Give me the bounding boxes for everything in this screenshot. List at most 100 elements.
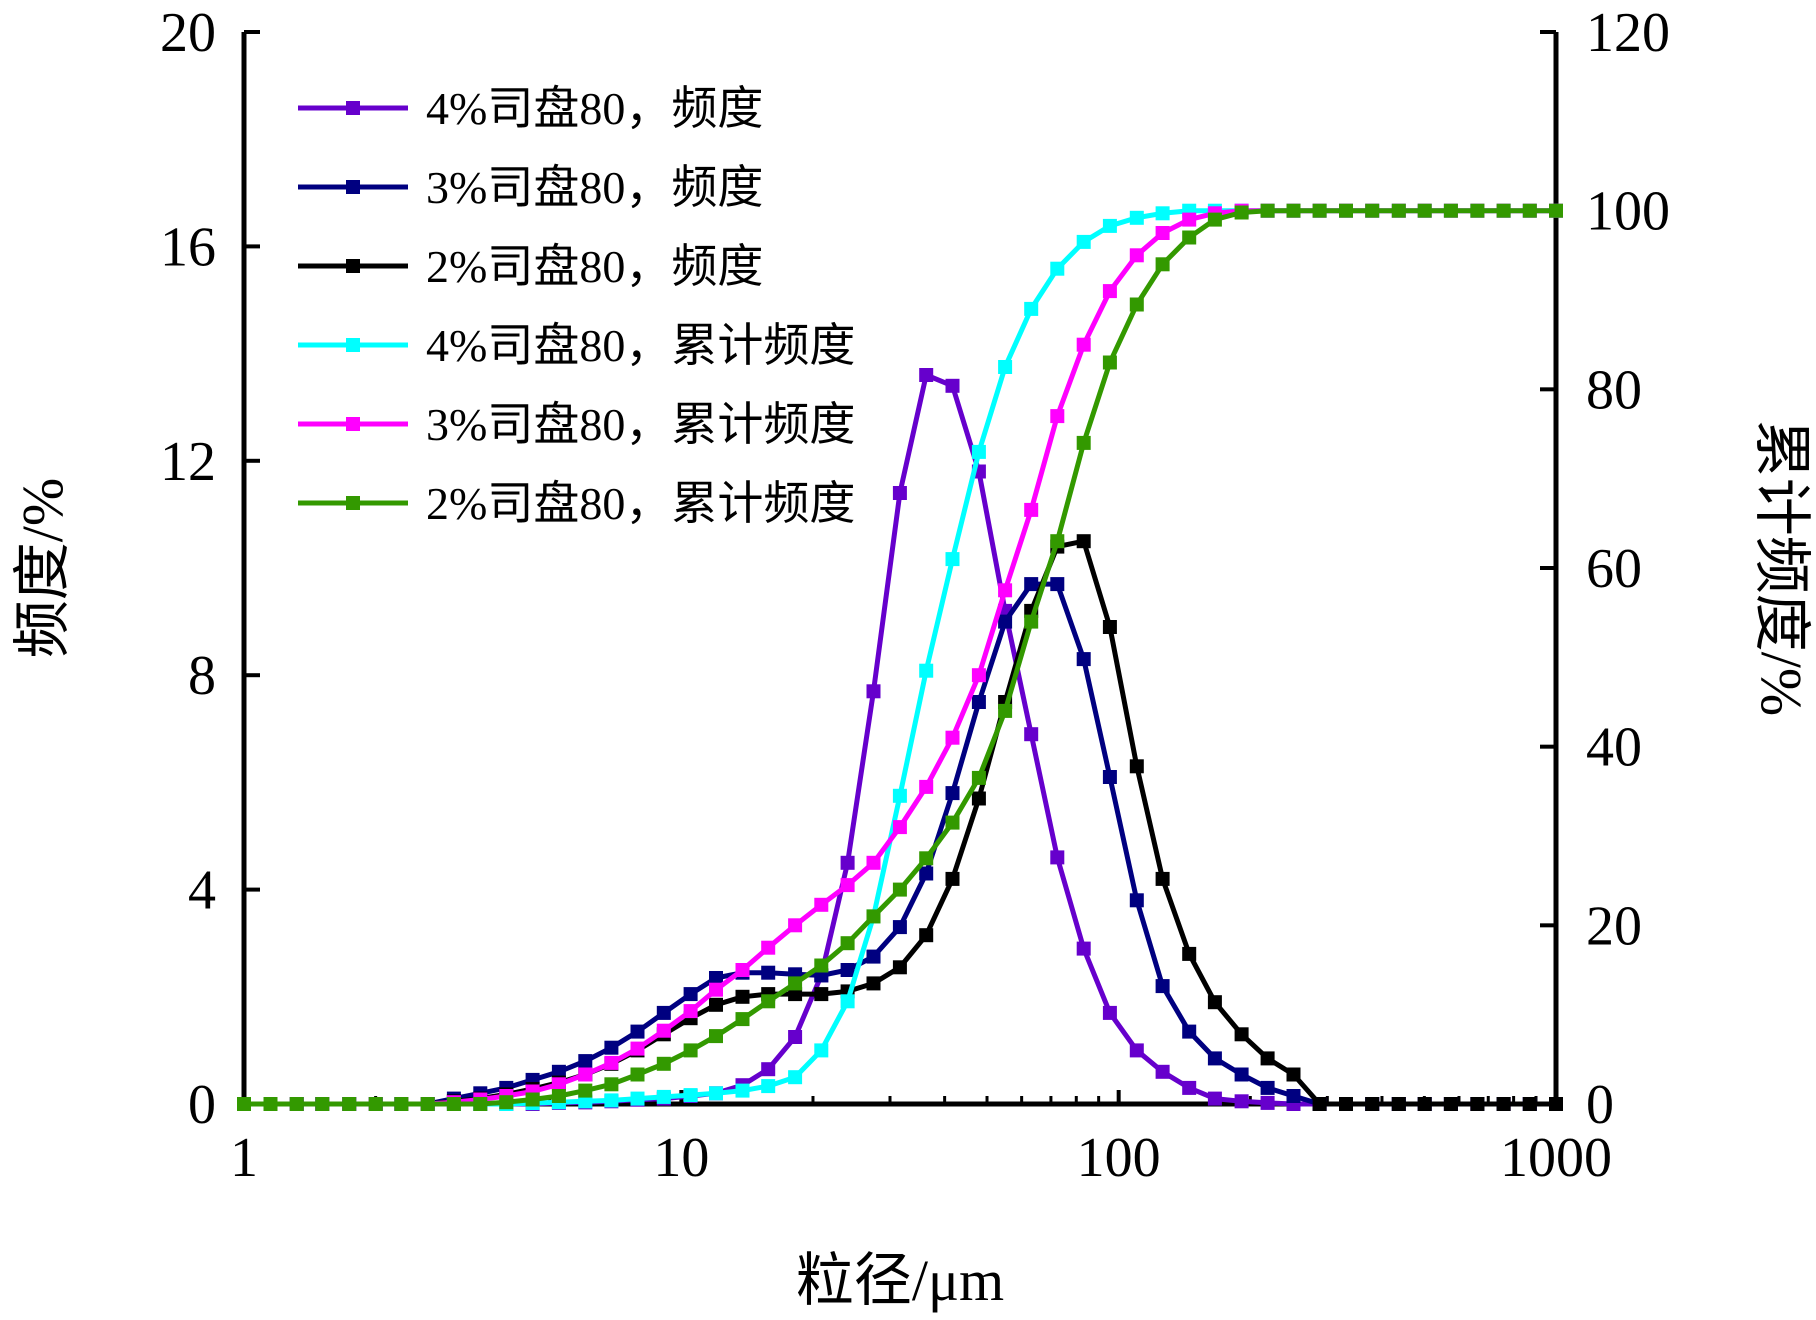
data-point [1443, 1097, 1458, 1111]
data-point [840, 878, 855, 893]
data-point [1312, 1097, 1327, 1111]
y-axis-left-title: 频度/% [10, 478, 75, 658]
data-point [1155, 979, 1170, 994]
data-point [1076, 337, 1091, 352]
data-point [342, 1097, 357, 1111]
legend-item-4: 4%司盘80，累计频度 [298, 320, 855, 371]
legend-swatch-marker [346, 417, 360, 431]
legend-item-3: 2%司盘80，频度 [298, 241, 763, 292]
data-point [945, 871, 960, 886]
data-point [630, 1091, 645, 1106]
data-point [998, 703, 1013, 718]
data-point [1182, 212, 1197, 227]
data-point [1522, 1097, 1537, 1111]
data-point [971, 444, 986, 459]
data-point [761, 940, 776, 955]
data-point [1050, 577, 1065, 592]
data-point [1417, 203, 1432, 218]
data-point [919, 663, 934, 678]
y-left-tick-label: 8 [188, 645, 216, 707]
data-point [630, 1024, 645, 1039]
data-point [1050, 850, 1065, 865]
data-point [683, 987, 698, 1002]
legend-label: 2%司盘80，累计频度 [426, 478, 855, 529]
data-point [1155, 257, 1170, 272]
data-point [1365, 203, 1380, 218]
data-point [1417, 1097, 1432, 1111]
data-point [840, 963, 855, 977]
series-line-2 [244, 581, 1556, 1107]
data-point [1286, 1067, 1301, 1082]
data-point [630, 1041, 645, 1056]
data-point [578, 1067, 593, 1082]
data-point [1391, 203, 1406, 218]
data-point [1076, 941, 1091, 956]
data-point [919, 928, 934, 943]
data-point [866, 909, 881, 924]
data-point [1443, 203, 1458, 218]
data-point [1234, 1027, 1249, 1042]
data-point [919, 851, 934, 866]
data-point [892, 960, 907, 975]
data-point [1129, 893, 1144, 908]
data-point [971, 791, 986, 806]
data-point [1155, 206, 1170, 221]
data-point [1129, 1043, 1144, 1058]
y-left-tick-label: 0 [188, 1074, 216, 1136]
data-point [840, 855, 855, 870]
data-point [578, 1094, 593, 1109]
data-point [263, 1097, 278, 1111]
data-point [945, 730, 960, 745]
data-point [578, 1054, 593, 1069]
data-point [866, 976, 881, 991]
data-point [551, 1064, 566, 1079]
data-point [709, 982, 723, 997]
data-point [866, 949, 881, 964]
y-axis-right-title: 累计频度/% [1749, 420, 1814, 716]
data-point [814, 1043, 829, 1058]
data-point [788, 1070, 803, 1085]
data-point [683, 1088, 698, 1103]
series-6 [237, 203, 1563, 1111]
data-point [1391, 1097, 1406, 1111]
data-point [735, 1012, 750, 1027]
legend-item-1: 4%司盘80，频度 [298, 83, 763, 134]
data-point [1024, 614, 1039, 629]
data-point [945, 378, 960, 393]
legend-swatch-marker [346, 496, 360, 510]
data-point [1207, 1091, 1222, 1106]
data-point [788, 918, 803, 933]
data-point [840, 936, 855, 951]
data-point [1496, 203, 1511, 218]
data-point [630, 1067, 645, 1082]
data-point [604, 1055, 619, 1070]
legend-label: 4%司盘80，累计频度 [426, 320, 855, 371]
data-point [1024, 727, 1039, 742]
data-point [840, 994, 855, 1009]
data-point [1496, 1097, 1511, 1111]
data-point [1155, 871, 1170, 886]
data-point [945, 552, 960, 567]
data-point [315, 1097, 330, 1111]
data-point [604, 1040, 619, 1055]
legend-swatch-marker [346, 180, 360, 194]
legend-swatch-marker [346, 101, 360, 115]
data-point [1260, 1051, 1275, 1066]
data-point [735, 963, 750, 977]
data-point [1522, 203, 1537, 218]
data-point [892, 920, 907, 935]
data-point [709, 1086, 723, 1101]
data-point [866, 855, 881, 870]
data-point [1076, 534, 1091, 549]
y-left-tick-label: 4 [188, 860, 216, 922]
data-point [998, 360, 1013, 374]
data-point [1182, 1080, 1197, 1095]
data-point [656, 1089, 671, 1104]
data-point [1024, 301, 1039, 316]
data-point [1155, 226, 1170, 240]
chart-plot-area [237, 203, 1563, 1111]
x-axis-title: 粒径/μm [796, 1248, 1004, 1313]
y-left-tick-label: 16 [160, 216, 216, 278]
data-point [1024, 502, 1039, 517]
